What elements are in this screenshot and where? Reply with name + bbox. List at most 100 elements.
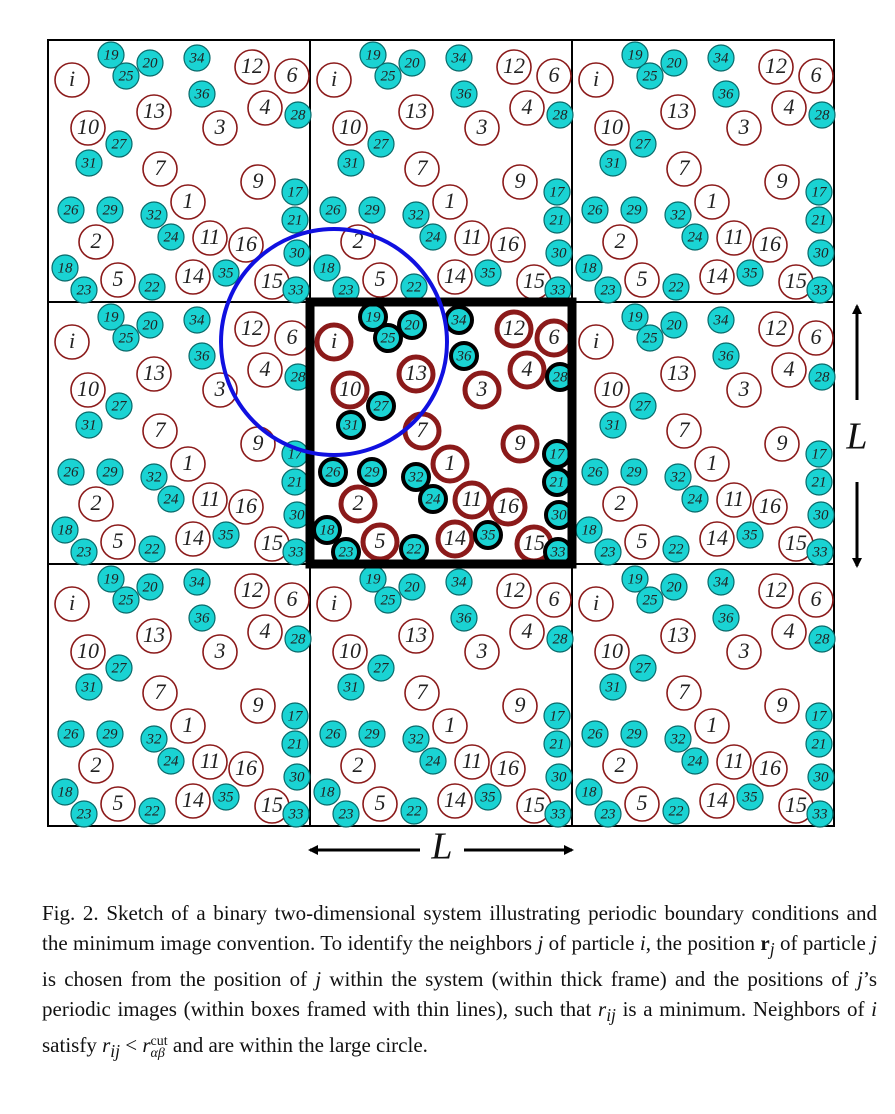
particle-label: 7 <box>155 417 167 442</box>
small-particle <box>75 149 103 177</box>
large-particle <box>202 110 238 146</box>
particle-label: 9 <box>253 430 264 455</box>
particle-label: 11 <box>200 486 220 511</box>
large-particle <box>78 224 114 260</box>
small-particle <box>545 239 573 267</box>
particle-label: 35 <box>742 527 759 543</box>
particle-label: 3 <box>738 376 750 401</box>
small-particle <box>96 196 124 224</box>
particle-label: 26 <box>64 202 80 218</box>
particle-label: 36 <box>718 610 735 626</box>
particle-label: i <box>593 66 599 91</box>
particle-label: 10 <box>77 638 99 663</box>
particle-label: 13 <box>667 98 689 123</box>
particle-label: 20 <box>667 317 683 333</box>
particle-label: 5 <box>375 528 386 553</box>
small-particle <box>319 720 347 748</box>
small-particle <box>183 44 211 72</box>
caption-sub-alpha-beta: αβ <box>150 1045 165 1061</box>
large-particle <box>175 259 211 295</box>
particle-label: 19 <box>366 47 382 63</box>
particle-label: 9 <box>253 692 264 717</box>
small-particle <box>212 521 240 549</box>
caption-sup-cut: cut <box>150 1033 168 1049</box>
small-particle <box>808 101 836 129</box>
large-particle <box>234 311 270 347</box>
particle-label: 10 <box>77 114 99 139</box>
particle-label: 16 <box>497 755 519 780</box>
small-particle <box>318 457 348 487</box>
particle-label: 30 <box>289 769 306 785</box>
particle-label: 34 <box>451 574 468 590</box>
small-particle <box>419 747 447 775</box>
particle-label: 24 <box>688 753 704 769</box>
small-particle <box>594 538 622 566</box>
large-particle <box>798 320 834 356</box>
small-particle <box>736 521 764 549</box>
particle-label: 25 <box>643 330 659 346</box>
particle-label: 11 <box>200 224 220 249</box>
particle-label: 23 <box>601 282 616 298</box>
small-particle <box>419 223 447 251</box>
large-particle <box>170 446 206 482</box>
large-particle <box>758 311 794 347</box>
particle-label: 20 <box>405 55 421 71</box>
small-particle <box>136 573 164 601</box>
large-particle <box>360 522 400 562</box>
particle-label: 10 <box>601 114 623 139</box>
small-particle <box>319 196 347 224</box>
caption-var-r-1: r <box>598 997 607 1022</box>
large-particle <box>100 524 136 560</box>
small-particle <box>621 303 649 331</box>
particle-label: 20 <box>143 579 159 595</box>
particle-label: 19 <box>366 571 382 587</box>
particle-label: 13 <box>143 98 165 123</box>
particle-label: 4 <box>260 618 271 643</box>
large-particle <box>54 62 90 98</box>
particle-label: 1 <box>707 450 718 475</box>
small-particle <box>621 41 649 69</box>
particle-label: 26 <box>326 464 342 480</box>
particle-label: 22 <box>145 803 161 819</box>
large-particle <box>536 582 572 618</box>
particle-label: 28 <box>553 369 569 385</box>
particle-label: 16 <box>235 755 257 780</box>
small-particle <box>546 101 574 129</box>
particle-label: 1 <box>183 188 194 213</box>
particle-label: 1 <box>445 450 456 475</box>
particle-label: 35 <box>218 265 235 281</box>
particle-label: 6 <box>287 324 298 349</box>
particle-label: i <box>331 590 337 615</box>
particle-label: 29 <box>103 726 119 742</box>
large-particle <box>170 708 206 744</box>
particle-label: 2 <box>615 228 626 253</box>
particle-label: 24 <box>164 753 180 769</box>
large-particle <box>170 184 206 220</box>
small-particle <box>543 178 571 206</box>
large-particle <box>316 586 352 622</box>
particle-label: 27 <box>636 398 653 414</box>
large-particle <box>660 356 696 392</box>
particle-label: 2 <box>91 228 102 253</box>
particle-label: 1 <box>707 188 718 213</box>
particle-label: 17 <box>288 708 305 724</box>
particle-label: 6 <box>549 62 560 87</box>
large-particle <box>490 227 526 263</box>
small-particle <box>400 797 428 825</box>
particle-label: 28 <box>291 107 307 123</box>
small-particle <box>112 62 140 90</box>
particle-label: 25 <box>381 330 397 346</box>
particle-label: 16 <box>497 231 519 256</box>
small-particle <box>398 49 426 77</box>
particle-label: 29 <box>365 202 381 218</box>
particle-label: 32 <box>408 469 425 485</box>
large-particle <box>798 58 834 94</box>
large-particle <box>624 786 660 822</box>
small-particle <box>401 462 431 492</box>
particle-label: 3 <box>738 638 750 663</box>
caption-text-4: of particle <box>774 931 872 955</box>
caption-text-3: , the position <box>645 931 761 955</box>
small-particle <box>707 568 735 596</box>
small-particle <box>282 800 310 828</box>
